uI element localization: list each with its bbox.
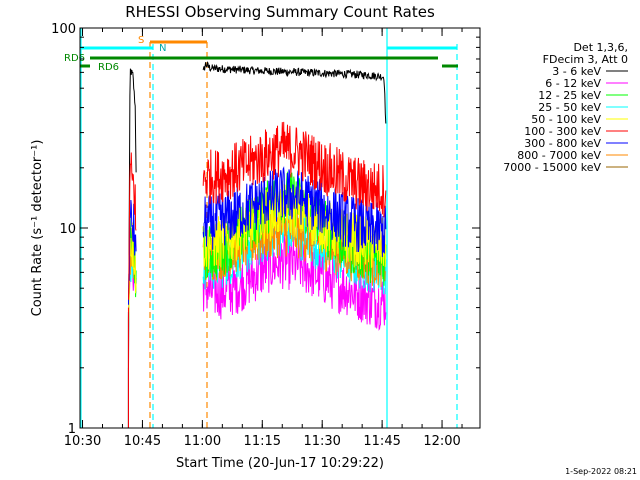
rd6-outside-label: RD6 xyxy=(64,53,85,64)
saa-s-label: S xyxy=(138,35,144,46)
legend-entry-label: 6 - 12 keV xyxy=(545,77,601,90)
y-tick-label: 100 xyxy=(51,22,76,37)
legend-entry-label: 7000 - 15000 keV xyxy=(503,161,601,174)
legend-entry-label: 12 - 25 keV xyxy=(538,89,601,102)
series-line-100-300keV xyxy=(202,121,387,218)
legend-entry-label: 100 - 300 keV xyxy=(524,125,601,138)
legend-header-0: Det 1,3,6, xyxy=(573,41,628,54)
legend-entry-label: 300 - 800 keV xyxy=(524,137,601,150)
series-line-6-12keV xyxy=(202,234,387,331)
timestamp-label: 1-Sep-2022 08:21 xyxy=(565,467,637,476)
chart-title: RHESSI Observing Summary Count Rates xyxy=(125,3,435,21)
x-axis-label: Start Time (20-Jun-17 10:29:22) xyxy=(176,456,384,471)
x-tick-label: 10:30 xyxy=(64,434,101,449)
series-line-300-800keV xyxy=(202,166,387,258)
rd6-bar-label: RD6 xyxy=(98,62,119,73)
y-axis-label: Count Rate (s⁻¹ detector⁻¹) xyxy=(30,140,45,317)
x-tick-label: 11:00 xyxy=(184,434,221,449)
series-line-100-300keV xyxy=(128,152,137,300)
series-line-3-6keV xyxy=(128,68,137,367)
x-tick-label: 10:45 xyxy=(124,434,161,449)
y-tick-label: 1 xyxy=(68,422,76,437)
x-tick-label: 11:30 xyxy=(303,434,340,449)
legend-header-1: FDecim 3, Att 0 xyxy=(543,53,628,66)
legend-entry-label: 50 - 100 keV xyxy=(531,113,601,126)
axis-layer: 10:30 10:45 11:00 11:15 11:30 11:45 12:00 1 10 10… xyxy=(51,22,480,449)
x-tick-label: 11:15 xyxy=(244,434,281,449)
y-tick-label: 10 xyxy=(59,222,76,237)
x-tick-label: 11:45 xyxy=(363,434,400,449)
series-line-3-6keV xyxy=(202,61,387,124)
legend-entry-label: 25 - 50 keV xyxy=(538,101,601,114)
night-n-label: N xyxy=(159,43,166,54)
series-line-50-100keV xyxy=(202,180,387,270)
x-tick-label: 12:00 xyxy=(423,434,460,449)
legend-entry-label: 3 - 6 keV xyxy=(552,65,601,78)
series-layer xyxy=(127,61,387,428)
legend-entry-label: 800 - 7000 keV xyxy=(517,149,601,162)
